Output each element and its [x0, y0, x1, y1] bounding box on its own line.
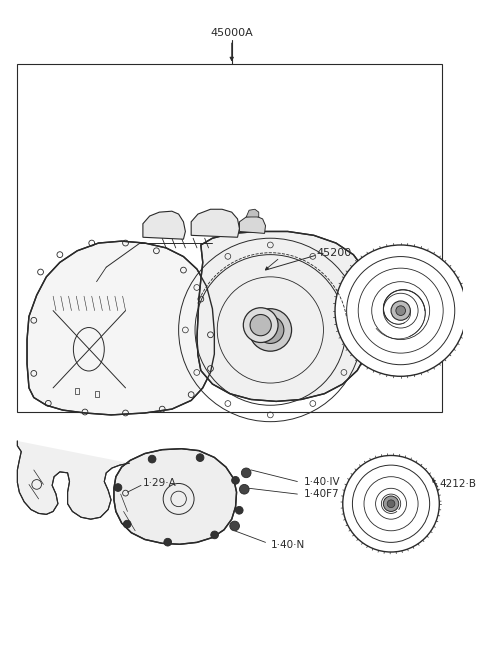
Circle shape [391, 301, 410, 321]
Circle shape [250, 315, 271, 336]
Circle shape [240, 484, 249, 494]
Polygon shape [143, 211, 185, 239]
Text: 1·29·A: 1·29·A [143, 478, 177, 487]
Polygon shape [240, 216, 265, 233]
Polygon shape [114, 449, 237, 544]
Polygon shape [17, 441, 130, 519]
Polygon shape [197, 231, 374, 401]
Circle shape [343, 455, 439, 552]
Circle shape [352, 465, 430, 543]
Polygon shape [27, 241, 215, 415]
Circle shape [257, 317, 284, 344]
Circle shape [235, 507, 243, 514]
Circle shape [114, 484, 122, 491]
Circle shape [230, 521, 240, 531]
Bar [17, 64, 442, 412]
Circle shape [123, 520, 131, 528]
Circle shape [164, 538, 171, 546]
Polygon shape [191, 210, 240, 237]
Circle shape [249, 309, 291, 351]
Text: 45000A: 45000A [210, 28, 253, 37]
Circle shape [347, 257, 455, 365]
Circle shape [196, 454, 204, 461]
Text: 45200: 45200 [317, 248, 352, 258]
Circle shape [211, 531, 218, 539]
Circle shape [232, 476, 240, 484]
Polygon shape [246, 210, 259, 217]
Circle shape [243, 307, 278, 342]
Text: 1·40·N: 1·40·N [270, 540, 305, 551]
Circle shape [396, 306, 406, 315]
Circle shape [335, 245, 467, 376]
Text: 1·40·IV: 1·40·IV [304, 476, 341, 487]
Circle shape [387, 500, 395, 508]
Text: 1·40F7: 1·40F7 [304, 489, 340, 499]
Circle shape [148, 455, 156, 463]
Text: 4212·B: 4212·B [439, 480, 476, 489]
Circle shape [384, 496, 399, 511]
Circle shape [241, 468, 251, 478]
